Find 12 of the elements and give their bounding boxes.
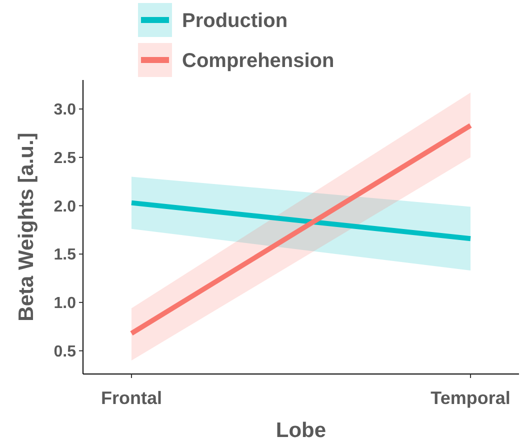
x-tick-label: Frontal [100,388,162,408]
y-axis-title: Beta Weights [a.u.] [15,132,38,322]
x-tick-label: Temporal [430,388,510,408]
y-tick-label: 2.5 [54,150,76,167]
x-axis-title: Lobe [276,419,326,442]
y-tick-label: 3.0 [54,102,76,119]
legend-label: Production [182,10,288,32]
y-tick-label: 1.0 [54,295,76,312]
y-tick-label: 1.5 [54,246,76,264]
legend-label: Comprehension [182,50,334,72]
y-tick-label: 2.0 [54,198,76,216]
y-tick-label: 0.5 [54,343,76,360]
